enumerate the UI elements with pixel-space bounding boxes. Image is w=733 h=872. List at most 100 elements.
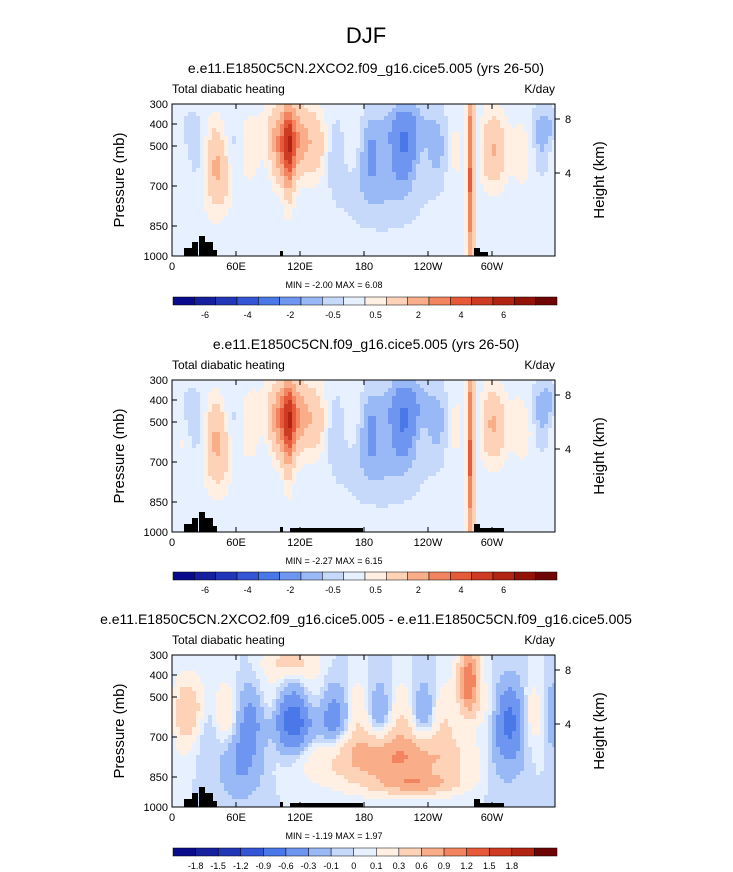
heatmap-cell xyxy=(228,216,233,221)
heatmap-cell xyxy=(328,208,333,213)
heatmap-cell xyxy=(432,380,437,385)
heatmap-cell xyxy=(484,384,489,389)
heatmap-cell xyxy=(204,420,209,425)
heatmap-cell xyxy=(532,152,537,157)
heatmap-cell xyxy=(228,124,233,129)
heatmap-cell xyxy=(404,168,409,173)
heatmap-cell xyxy=(472,144,477,149)
colorbar-swatch xyxy=(300,296,323,306)
heatmap-cell xyxy=(544,196,549,201)
heatmap-cell xyxy=(184,132,189,137)
heatmap-cell xyxy=(172,140,177,145)
heatmap-cell xyxy=(260,252,265,256)
heatmap-cell xyxy=(304,388,309,393)
heatmap-cell xyxy=(500,220,505,225)
heatmap-cell xyxy=(244,432,249,437)
heatmap-cell xyxy=(412,232,417,237)
heatmap-cell xyxy=(356,380,361,385)
heatmap-cell xyxy=(516,204,521,209)
heatmap-cell xyxy=(436,420,441,425)
heatmap-cell xyxy=(400,108,405,113)
heatmap-cell xyxy=(172,228,177,233)
y-tick-label: 500 xyxy=(150,141,168,153)
heatmap-cell xyxy=(356,132,361,137)
heatmap-cell xyxy=(296,200,301,205)
heatmap-cell xyxy=(528,216,533,221)
heatmap-cell xyxy=(416,384,421,389)
heatmap-cell xyxy=(224,208,229,213)
heatmap-cell xyxy=(228,172,233,177)
heatmap-cell xyxy=(532,244,537,249)
heatmap-cell xyxy=(500,132,505,137)
heatmap-cell xyxy=(208,148,213,153)
heatmap-cell xyxy=(536,236,541,241)
heatmap-cell xyxy=(268,136,273,141)
heatmap-cell xyxy=(372,128,377,133)
heatmap-cell xyxy=(176,180,181,185)
heatmap-cell xyxy=(244,192,249,197)
heatmap-cell xyxy=(224,184,229,189)
heatmap-cell xyxy=(468,428,473,433)
heatmap-cell xyxy=(252,112,257,117)
heatmap-cell xyxy=(436,392,441,397)
heatmap-cell xyxy=(492,128,497,133)
x-tick-label: 60W xyxy=(481,261,504,273)
heatmap-cell xyxy=(476,156,481,161)
colorbar-swatch xyxy=(535,296,558,306)
heatmap-cell xyxy=(248,196,253,201)
heatmap-cell xyxy=(208,168,213,173)
heatmap-cell xyxy=(296,176,301,181)
heatmap-cell xyxy=(276,188,281,193)
heatmap-cell xyxy=(404,128,409,133)
heatmap-cell xyxy=(420,172,425,177)
heatmap-cell xyxy=(312,388,317,393)
heatmap-cell xyxy=(176,148,181,153)
heatmap-cell xyxy=(188,188,193,193)
heatmap-cell xyxy=(432,384,437,389)
heatmap-cell xyxy=(492,136,497,141)
heatmap-cell xyxy=(516,396,521,401)
heatmap-cell xyxy=(256,176,261,181)
heatmap-cell xyxy=(324,228,329,233)
heatmap-cell xyxy=(408,196,413,201)
heatmap-cell xyxy=(384,188,389,193)
heatmap-cell xyxy=(528,420,533,425)
heatmap-cell xyxy=(396,396,401,401)
heatmap-cell xyxy=(540,160,545,165)
heatmap-cell xyxy=(324,136,329,141)
heatmap-cell xyxy=(280,108,285,113)
heatmap-cell xyxy=(280,388,285,393)
heatmap-cell xyxy=(212,116,217,121)
heatmap-cell xyxy=(284,416,289,421)
heatmap-cell xyxy=(304,252,309,256)
heatmap-cell xyxy=(344,104,349,109)
heatmap-cell xyxy=(312,232,317,237)
heatmap-cell xyxy=(376,428,381,433)
heatmap-cell xyxy=(512,404,517,409)
heatmap-cell xyxy=(320,400,325,405)
heatmap-cell xyxy=(448,192,453,197)
heatmap-cell xyxy=(240,140,245,145)
heatmap-cell xyxy=(272,392,277,397)
heatmap-cell xyxy=(376,208,381,213)
heatmap-cell xyxy=(348,388,353,393)
heatmap-cell xyxy=(240,188,245,193)
heatmap-cell xyxy=(320,152,325,157)
heatmap-cell xyxy=(292,168,297,173)
heatmap-cell xyxy=(536,160,541,165)
heatmap-cell xyxy=(532,428,537,433)
heatmap-cell xyxy=(300,392,305,397)
heatmap-cell xyxy=(232,428,237,433)
heatmap-cell xyxy=(476,396,481,401)
heatmap-cell xyxy=(284,168,289,173)
heatmap-cell xyxy=(272,204,277,209)
heatmap-cell xyxy=(336,404,341,409)
heatmap-cell xyxy=(548,176,553,181)
heatmap-cell xyxy=(396,236,401,241)
heatmap-cell xyxy=(512,204,517,209)
heatmap-cell xyxy=(288,108,293,113)
heatmap-cell xyxy=(208,152,213,157)
heatmap-cell xyxy=(536,244,541,249)
heatmap-cell xyxy=(540,240,545,245)
heatmap-cell xyxy=(188,168,193,173)
